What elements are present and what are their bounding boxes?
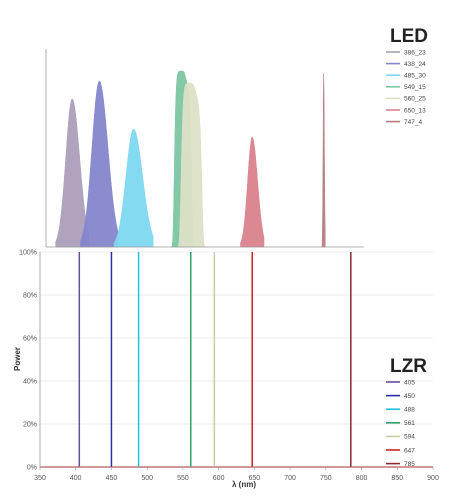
led-spectra xyxy=(55,70,326,248)
x-tick-350: 350 xyxy=(34,475,46,482)
led-spectrum-650_13 xyxy=(240,136,265,248)
legend-label-650_13: 650_13 xyxy=(404,107,426,114)
legend-label-386_23: 386_23 xyxy=(404,49,426,56)
x-tick-550: 550 xyxy=(177,475,189,482)
legend-label-785: 785 xyxy=(404,461,415,468)
legend-label-560_25: 560_25 xyxy=(404,96,426,103)
x-tick-850: 850 xyxy=(391,475,403,482)
lzr-title: LZR xyxy=(390,356,427,377)
x-tick-600: 600 xyxy=(213,475,225,482)
legend-label-747_4: 747_4 xyxy=(404,119,422,126)
led-spectrum-747_4 xyxy=(321,72,326,248)
lzr-legend: 405 450 488 561 594 647 785 xyxy=(386,379,415,468)
legend-label-594: 594 xyxy=(404,434,415,441)
y-tick-60: 60% xyxy=(23,336,37,343)
x-axis-title: λ (nm) xyxy=(232,480,256,489)
y-tick-100: 100% xyxy=(19,250,37,257)
y-tick-80: 80% xyxy=(23,293,37,300)
led-spectrum-386_23 xyxy=(55,98,89,248)
led-title: LED xyxy=(390,26,428,47)
x-tick-650: 650 xyxy=(249,475,261,482)
legend-label-561: 561 xyxy=(404,420,415,427)
led-legend: 386_23 438_24 485_30 549_15 560_25 650_13 747_… xyxy=(386,49,426,126)
led-spectrum-438_24 xyxy=(80,80,119,248)
y-tick-20: 20% xyxy=(23,422,37,429)
legend-label-450: 450 xyxy=(404,393,415,400)
x-tick-400: 400 xyxy=(70,475,82,482)
y-tick-0: 0% xyxy=(27,465,37,472)
legend-label-438_24: 438_24 xyxy=(404,61,426,68)
led-axes xyxy=(45,49,364,248)
x-tick-500: 500 xyxy=(141,475,153,482)
legend-label-485_30: 485_30 xyxy=(404,73,426,80)
y-tick-40: 40% xyxy=(23,379,37,386)
lzr-gridlines xyxy=(40,251,433,425)
x-tick-800: 800 xyxy=(356,475,368,482)
x-tick-900: 900 xyxy=(427,475,439,482)
lzr-lines xyxy=(40,252,433,468)
led-spectrum-485_30 xyxy=(113,128,154,248)
legend-label-549_15: 549_15 xyxy=(404,84,426,91)
legend-label-488: 488 xyxy=(404,407,415,414)
x-tick-700: 700 xyxy=(284,475,296,482)
x-tick-450: 450 xyxy=(106,475,118,482)
led-spectrum-560_25 xyxy=(176,82,207,248)
legend-label-405: 405 xyxy=(404,379,415,386)
x-tick-750: 750 xyxy=(320,475,332,482)
lzr-axes xyxy=(39,252,433,468)
y-axis-title: Power xyxy=(13,347,22,371)
legend-label-647: 647 xyxy=(404,447,415,454)
tick-labels: 350 400 450 500 550 600 650 700 750 800 850 900 0% 20… xyxy=(19,250,439,483)
